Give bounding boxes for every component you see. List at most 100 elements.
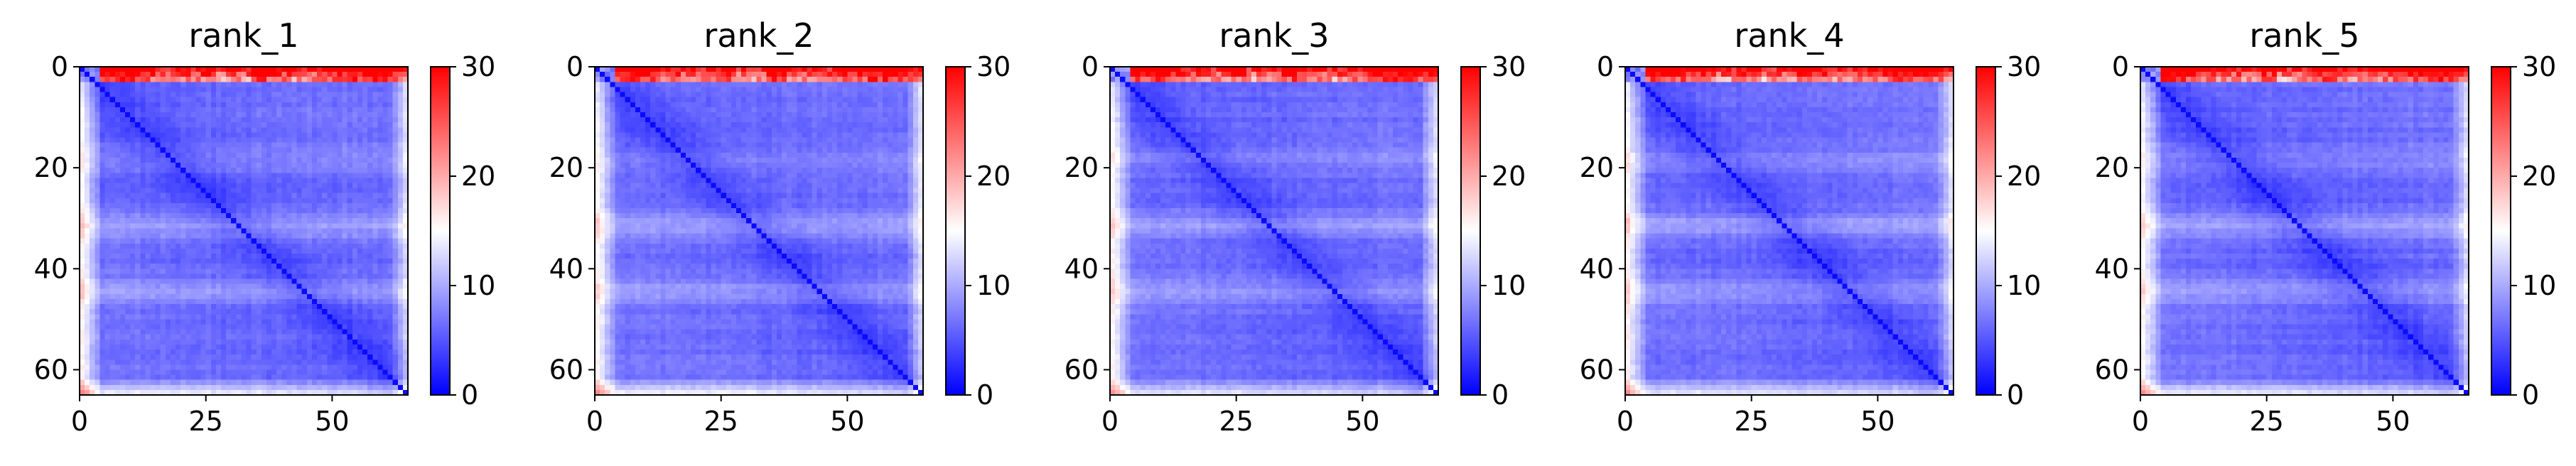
heatmap-cell — [205, 117, 212, 123]
heatmap-cell — [322, 117, 328, 123]
heatmap-cell — [180, 324, 186, 330]
heatmap-cell — [367, 173, 373, 178]
heatmap-cell — [226, 218, 232, 224]
heatmap-cell — [221, 298, 227, 305]
heatmap-cell — [90, 374, 95, 381]
heatmap-cell — [185, 233, 191, 239]
heatmap-cell — [271, 168, 277, 173]
heatmap-cell — [888, 82, 893, 88]
heatmap-cell — [241, 339, 247, 345]
heatmap-cell — [817, 97, 823, 103]
heatmap-cell — [281, 233, 288, 239]
heatmap-cell — [357, 344, 363, 350]
heatmap-cell — [787, 97, 792, 103]
heatmap-cell — [615, 82, 621, 88]
heatmap-cell — [90, 188, 95, 194]
heatmap-cell — [170, 173, 176, 178]
colorbar-tick-label: 10 — [461, 270, 495, 301]
heatmap-cell — [761, 112, 767, 118]
heatmap-cell — [140, 137, 146, 143]
heatmap-cell — [311, 157, 318, 163]
heatmap-cell — [135, 152, 141, 158]
heatmap-cell — [190, 288, 197, 295]
heatmap-cell — [210, 283, 217, 290]
heatmap-cell — [210, 102, 217, 108]
heatmap-cell — [130, 369, 136, 376]
heatmap-cell — [135, 369, 141, 376]
heatmap-cell — [140, 339, 146, 345]
heatmap-cell — [347, 97, 353, 103]
heatmap-cell — [124, 147, 131, 153]
heatmap-cell — [857, 97, 863, 103]
heatmap-cell — [317, 278, 323, 285]
heatmap-cell — [357, 298, 363, 305]
heatmap-cell — [726, 82, 732, 88]
heatmap-cell — [605, 77, 610, 82]
heatmap-cell — [170, 269, 176, 275]
heatmap-cell — [99, 223, 106, 229]
heatmap-cell — [170, 218, 176, 224]
heatmap-cell — [367, 132, 373, 139]
heatmap-cell — [372, 354, 378, 360]
heatmap-cell — [701, 82, 706, 88]
heatmap-cell — [893, 97, 899, 103]
heatmap-cell — [352, 379, 358, 386]
heatmap-cell — [797, 77, 803, 82]
heatmap-cell — [327, 389, 333, 396]
heatmap-cell — [888, 102, 893, 108]
heatmap-cell — [701, 77, 706, 82]
heatmap-cell — [256, 273, 262, 280]
heatmap-cell — [332, 309, 338, 315]
heatmap-cell — [635, 107, 641, 113]
heatmap-cell — [347, 213, 353, 219]
heatmap-cell — [266, 344, 272, 350]
heatmap-cell — [176, 72, 181, 77]
heatmap-cell — [271, 359, 277, 365]
heatmap-cell — [170, 264, 176, 269]
heatmap-cell — [185, 152, 191, 158]
heatmap-cell — [231, 364, 237, 371]
heatmap-cell — [595, 112, 600, 118]
heatmap-cell — [95, 243, 101, 249]
heatmap-cell — [246, 157, 252, 163]
heatmap-cell — [306, 202, 313, 209]
heatmap-cell — [397, 364, 404, 371]
heatmap-cell — [907, 82, 914, 88]
heatmap-cell — [119, 283, 126, 290]
heatmap-cell — [347, 243, 353, 249]
heatmap-cell — [883, 102, 888, 108]
heatmap-cell — [392, 243, 399, 249]
heatmap-cell — [327, 238, 333, 244]
heatmap-cell — [301, 334, 308, 340]
heatmap-cell — [266, 374, 272, 381]
heatmap-cell — [210, 163, 217, 168]
heatmap-cell — [251, 359, 257, 365]
heatmap-cell — [135, 350, 141, 355]
heatmap-cell — [104, 354, 111, 360]
heatmap-cell — [195, 334, 202, 340]
heatmap-cell — [776, 72, 782, 77]
heatmap-cell — [337, 339, 343, 345]
heatmap-cell — [372, 127, 378, 133]
heatmap-cell — [286, 253, 293, 259]
heatmap-cell — [301, 92, 308, 98]
heatmap-cell — [85, 102, 90, 108]
heatmap-cell — [291, 77, 298, 82]
heatmap-cell — [311, 87, 318, 93]
heatmap-cell — [301, 197, 308, 204]
heatmap-cell — [114, 264, 121, 269]
heatmap-cell — [236, 72, 242, 77]
heatmap-cell — [605, 122, 610, 128]
heatmap-cell — [145, 142, 151, 148]
heatmap-cell — [317, 183, 323, 189]
heatmap-cell — [150, 72, 156, 77]
heatmap-cell — [226, 304, 232, 310]
heatmap-cell — [160, 364, 166, 371]
heatmap-cell — [382, 223, 389, 229]
heatmap-cell — [200, 350, 207, 355]
heatmap-cell — [397, 97, 404, 103]
heatmap-cell — [271, 67, 277, 72]
heatmap-cell — [185, 213, 191, 219]
heatmap-cell — [332, 67, 338, 72]
heatmap-cell — [761, 87, 767, 93]
